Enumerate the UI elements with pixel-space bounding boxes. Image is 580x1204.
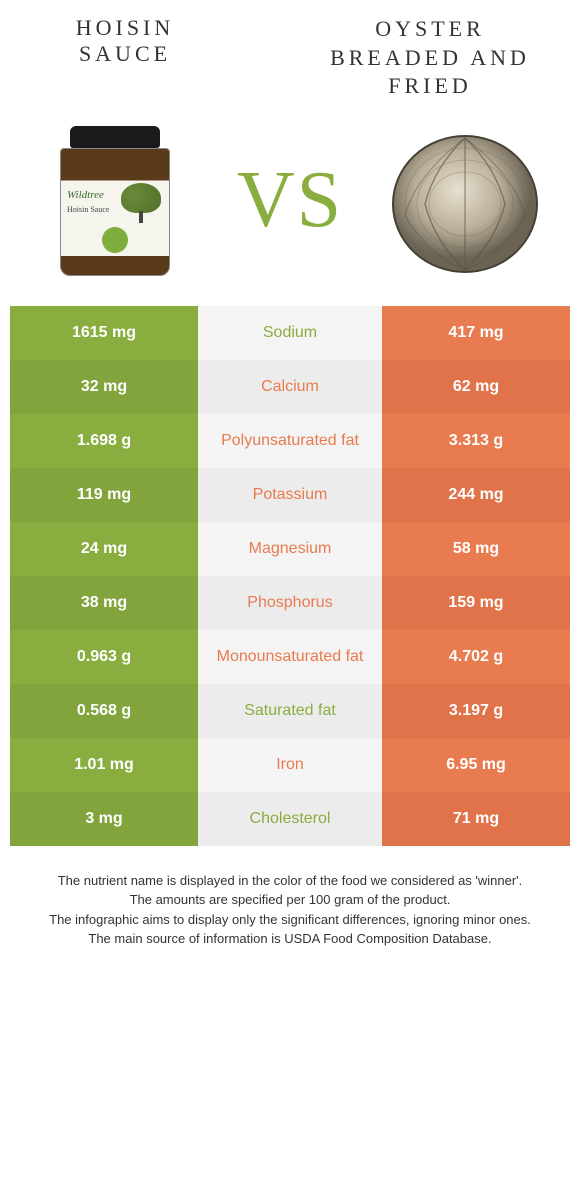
nutrient-label: Polyunsaturated fat: [198, 414, 382, 468]
left-value: 1.01 mg: [10, 738, 198, 792]
nutrient-row: 1.01 mgIron6.95 mg: [10, 738, 570, 792]
nutrient-row: 3 mgCholesterol71 mg: [10, 792, 570, 846]
nutrient-label: Iron: [198, 738, 382, 792]
nutrient-label: Phosphorus: [198, 576, 382, 630]
nutrient-label: Sodium: [198, 306, 382, 360]
left-value: 1615 mg: [10, 306, 198, 360]
left-value: 3 mg: [10, 792, 198, 846]
footer-line: The nutrient name is displayed in the co…: [30, 871, 550, 891]
left-value: 0.963 g: [10, 630, 198, 684]
right-value: 244 mg: [382, 468, 570, 522]
nutrient-row: 38 mgPhosphorus159 mg: [10, 576, 570, 630]
nutrient-label: Magnesium: [198, 522, 382, 576]
hoisin-jar-icon: Wildtree Hoisin Sauce: [60, 126, 170, 276]
nutrient-label: Calcium: [198, 360, 382, 414]
footer-line: The infographic aims to display only the…: [30, 910, 550, 930]
footer-line: The main source of information is USDA F…: [30, 929, 550, 949]
right-value: 62 mg: [382, 360, 570, 414]
jar-product-label: Hoisin Sauce: [67, 205, 109, 214]
nutrient-row: 0.568 gSaturated fat3.197 g: [10, 684, 570, 738]
nutrient-label: Monounsaturated fat: [198, 630, 382, 684]
right-value: 417 mg: [382, 306, 570, 360]
nutrient-row: 0.963 gMonounsaturated fat4.702 g: [10, 630, 570, 684]
oyster-icon: [385, 126, 545, 276]
left-value: 32 mg: [10, 360, 198, 414]
right-food-image: [380, 116, 550, 286]
nutrient-row: 32 mgCalcium62 mg: [10, 360, 570, 414]
nutrient-row: 119 mgPotassium244 mg: [10, 468, 570, 522]
right-value: 4.702 g: [382, 630, 570, 684]
right-food-title: Oyster breaded and fried: [320, 15, 540, 101]
nutrient-label: Saturated fat: [198, 684, 382, 738]
nutrient-row: 1.698 gPolyunsaturated fat3.313 g: [10, 414, 570, 468]
left-food-title: Hoisin Sauce: [40, 15, 210, 67]
right-value: 3.197 g: [382, 684, 570, 738]
left-value: 38 mg: [10, 576, 198, 630]
left-value: 119 mg: [10, 468, 198, 522]
jar-brand-label: Wildtree: [67, 189, 163, 201]
nutrient-label: Potassium: [198, 468, 382, 522]
left-value: 24 mg: [10, 522, 198, 576]
left-food-image: Wildtree Hoisin Sauce: [30, 116, 200, 286]
right-value: 3.313 g: [382, 414, 570, 468]
header-titles: Hoisin Sauce Oyster breaded and fried: [10, 15, 570, 101]
nutrient-comparison-table: 1615 mgSodium417 mg32 mgCalcium62 mg1.69…: [10, 306, 570, 846]
images-row: Wildtree Hoisin Sauce VS: [10, 116, 570, 306]
nutrient-label: Cholesterol: [198, 792, 382, 846]
right-value: 71 mg: [382, 792, 570, 846]
vs-text: VS: [237, 155, 343, 246]
footer-line: The amounts are specified per 100 gram o…: [30, 890, 550, 910]
left-value: 0.568 g: [10, 684, 198, 738]
left-value: 1.698 g: [10, 414, 198, 468]
nutrient-row: 24 mgMagnesium58 mg: [10, 522, 570, 576]
right-value: 6.95 mg: [382, 738, 570, 792]
nutrient-row: 1615 mgSodium417 mg: [10, 306, 570, 360]
footer-notes: The nutrient name is displayed in the co…: [10, 846, 570, 949]
right-value: 159 mg: [382, 576, 570, 630]
right-value: 58 mg: [382, 522, 570, 576]
